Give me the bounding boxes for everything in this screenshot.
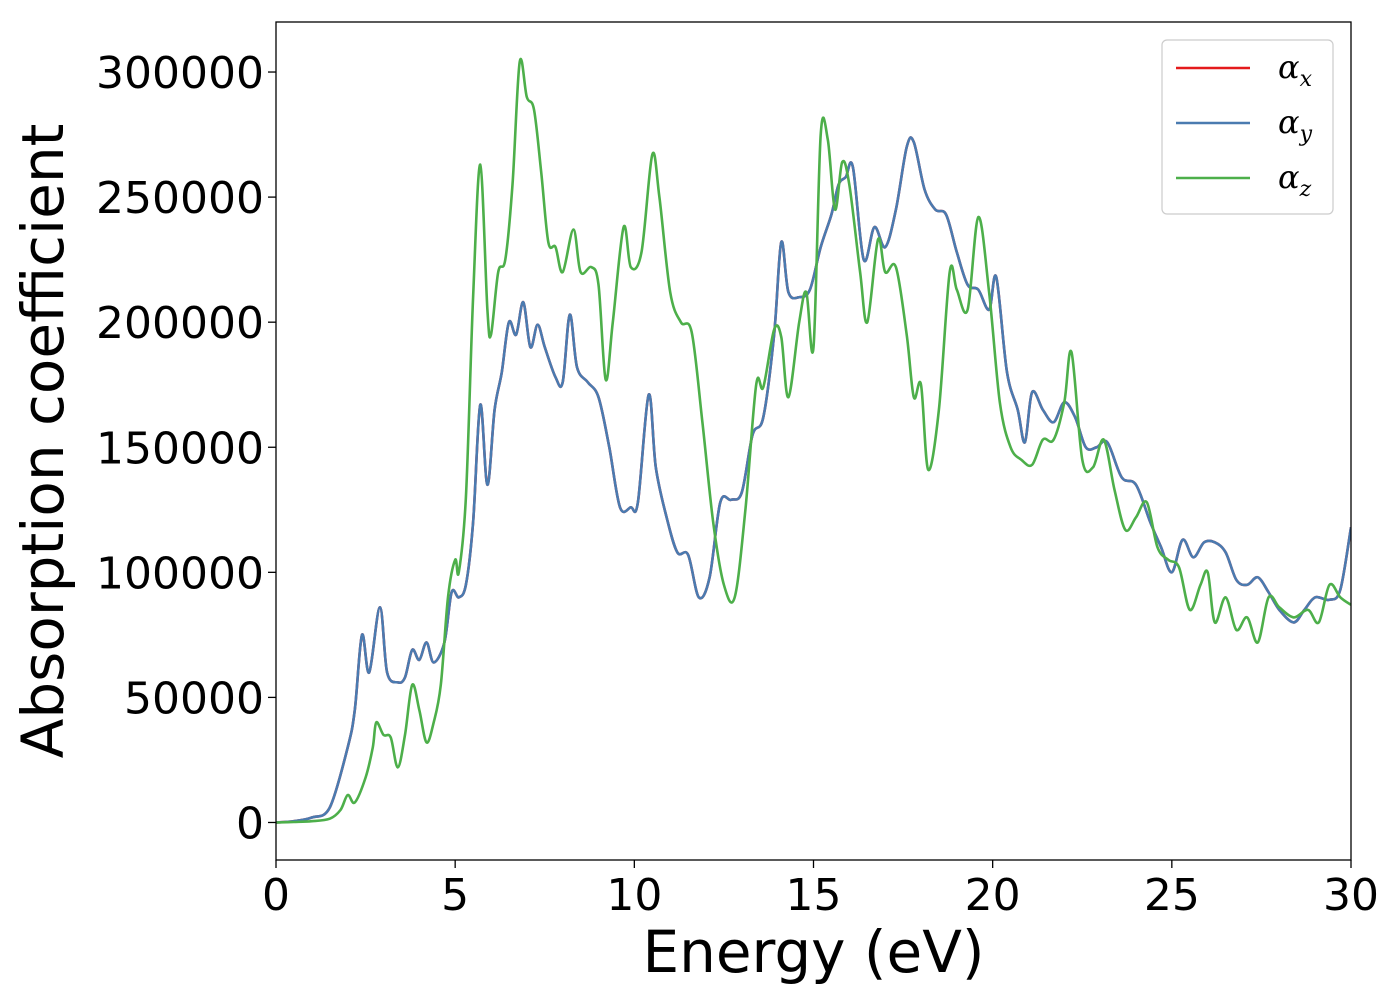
- series-line-z: [276, 57, 1351, 824]
- y-axis-title: Absorption coefficient: [9, 124, 77, 759]
- legend-label-y: αy: [1278, 103, 1313, 147]
- legend-label-z: αz: [1278, 158, 1312, 202]
- x-tick-label: 20: [965, 870, 1021, 921]
- legend-box: [1161, 39, 1334, 215]
- x-tick-label: 15: [786, 870, 842, 921]
- y-tick-label: 0: [236, 798, 264, 849]
- y-axis: 0 50000 100000 150000 200000 250000 300000: [96, 48, 276, 849]
- legend-label-x: αx: [1278, 48, 1313, 92]
- x-tick-label: 5: [441, 870, 469, 921]
- y-tick-label: 100000: [96, 548, 264, 599]
- y-tick-label: 200000: [96, 298, 264, 349]
- x-axis: 0 5 10 15 20 25 30: [262, 860, 1379, 921]
- y-tick-label: 250000: [96, 173, 264, 224]
- x-tick-label: 0: [262, 870, 290, 921]
- y-tick-label: 50000: [124, 673, 264, 724]
- y-tick-label: 300000: [96, 48, 264, 99]
- legend: αx αy αz: [1161, 39, 1334, 215]
- x-tick-label: 30: [1323, 870, 1379, 921]
- x-tick-label: 10: [606, 870, 662, 921]
- y-tick-label: 150000: [96, 423, 264, 474]
- series-line-y: [276, 136, 1351, 824]
- x-axis-title: Energy (eV): [642, 918, 984, 986]
- series-layer: [276, 57, 1351, 824]
- x-tick-label: 25: [1144, 870, 1200, 921]
